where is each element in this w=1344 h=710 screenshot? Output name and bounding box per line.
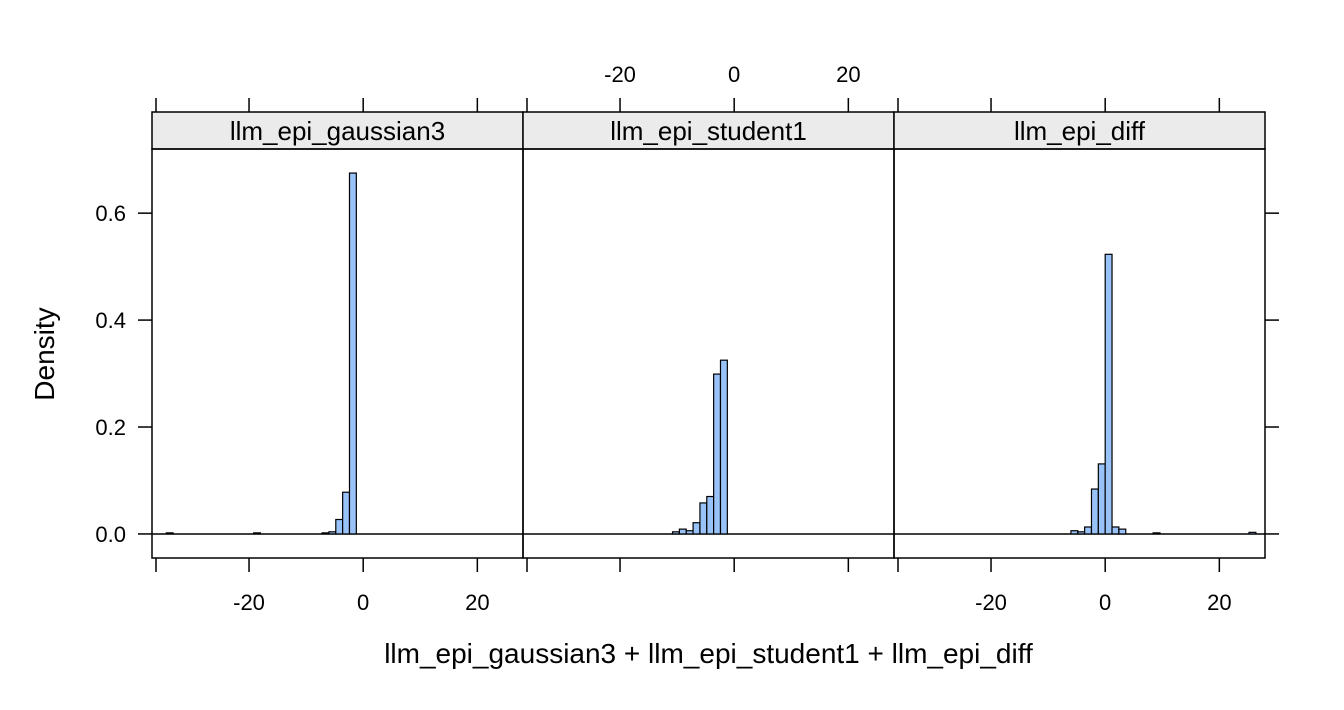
histogram-bar [348,172,357,535]
strip-panel-1 [151,111,524,150]
strip-panel-2 [522,111,895,150]
histogram-bar [335,518,344,535]
x-tick-label-top: 20 [836,62,860,87]
histogram-bar [342,491,351,535]
strip-label-panel-2: llm_epi_student1 [610,116,807,146]
x-tick-label-bottom: 0 [1099,590,1111,615]
histogram-bar [719,359,728,535]
histogram-bar [321,532,330,535]
histogram-bar [1097,463,1106,535]
histogram-bar [1104,253,1113,535]
x-tick-label-bottom: 0 [357,590,369,615]
histogram-bar [1077,531,1086,535]
axes-layer: -20 -20 -20 0 0 0 20 20 20 0.0 0.2 0.4 0.6 [95,62,1279,615]
histogram-bar [685,530,694,535]
histogram-bar [706,495,715,535]
strip-label-panel-1: llm_epi_gaussian3 [230,116,445,146]
histogram-bar [1111,526,1120,535]
histogram-bar [671,531,680,535]
x-tick-label-bottom: 20 [465,590,489,615]
histogram-bar [692,522,701,535]
y-tick-label: 0.6 [95,201,126,226]
y-tick-label: 0.2 [95,415,126,440]
histogram-bar [328,531,337,535]
histogram-bar [252,532,262,535]
y-tick-label: 0.0 [95,522,126,547]
histogram-bar [1118,528,1127,535]
x-tick-label-top: -20 [604,62,636,87]
x-tick-label-top: 0 [728,62,740,87]
y-axis-label: Density [29,307,60,400]
histogram-bar [699,502,708,535]
x-tick-label-bottom: -20 [233,590,265,615]
x-axis-label: llm_epi_gaussian3 + llm_epi_student1 + l… [384,638,1033,669]
strip-label-panel-3: llm_epi_diff [1014,116,1146,146]
histogram-bar [165,532,174,535]
x-tick-label-bottom: -20 [975,590,1007,615]
histogram-bars-layer [152,172,1265,535]
panel-frame-3 [893,148,1266,559]
histogram-bar [1070,530,1079,535]
histogram-bar [1084,526,1093,535]
histogram-bar [1090,488,1099,535]
histogram-bar [713,373,722,535]
histogram-bar [1248,531,1257,535]
x-tick-label-bottom: 20 [1207,590,1231,615]
y-tick-label: 0.4 [95,308,126,333]
histogram-bar [1152,532,1161,535]
panel-frame-1 [151,148,524,559]
histogram-bar [678,528,687,535]
